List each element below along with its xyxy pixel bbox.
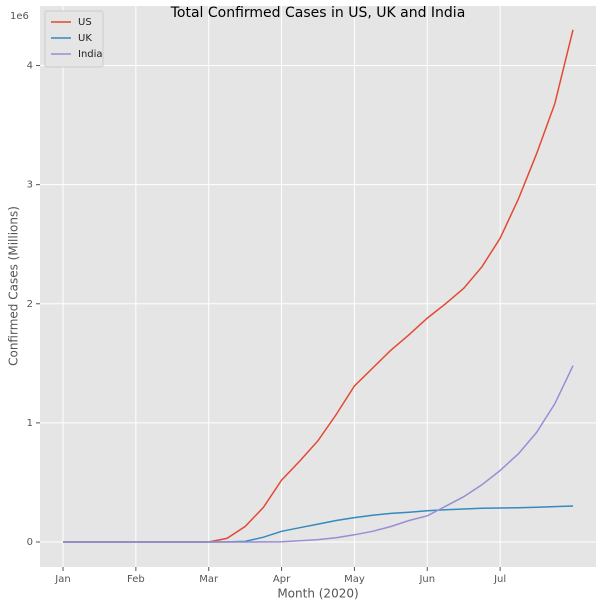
y-tick-label: 3 [27,180,33,191]
line-series [63,365,574,543]
y-axis-label: Confirmed Cases (Millions) [7,206,21,366]
legend-label: UK [78,33,92,44]
x-tick-label: Jul [493,574,506,585]
chart-title: Total Confirmed Cases in US, UK and Indi… [170,5,466,21]
y-offset-label: 1e6 [10,11,29,22]
x-tick-label: Jun [418,574,435,585]
x-tick-label: Jan [54,574,70,585]
legend-label: India [78,49,103,60]
x-axis-label: Month (2020) [277,587,358,601]
x-tick-label: Apr [273,574,291,585]
y-tick-label: 4 [27,61,33,72]
x-tick-label: May [344,574,365,585]
legend-label: US [78,17,92,28]
x-tick-label: Feb [127,574,145,585]
x-tick-label: Mar [199,574,219,585]
legend-box [44,10,104,68]
y-tick-label: 1 [27,418,33,429]
y-tick-label: 2 [27,299,33,310]
plot-area [40,6,596,567]
y-tick-label: 0 [27,537,33,548]
